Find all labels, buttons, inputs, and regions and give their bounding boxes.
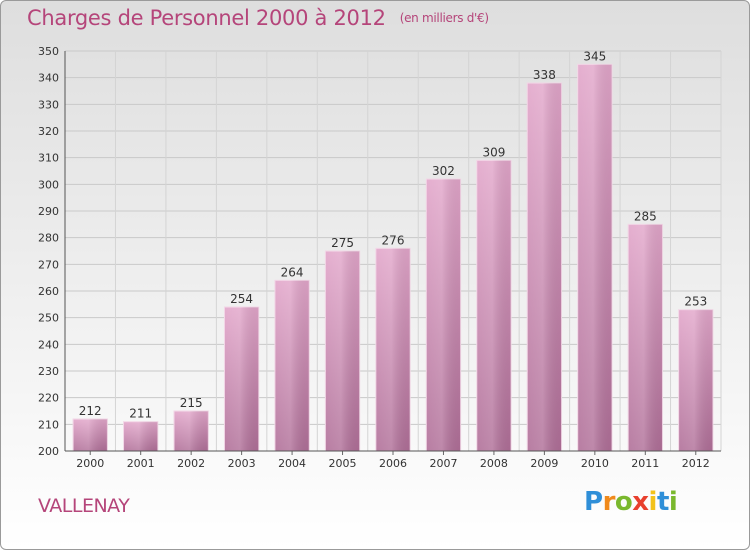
bar-shine-2012 (678, 309, 713, 451)
axes: 200 210 220 230 240 250 260 270 280 290 300 310 320 3… (38, 45, 721, 470)
bar-shine-2008 (476, 160, 512, 452)
bar-shine-2003 (224, 307, 259, 451)
data-label-2008: 309 (482, 145, 505, 159)
logo-letter: i (668, 487, 678, 517)
y-tick-label: 330 (38, 98, 59, 111)
logo-letter: i (648, 487, 658, 517)
y-tick-label: 270 (38, 258, 59, 271)
bar-shine-2005 (325, 251, 360, 451)
data-label-2004: 264 (281, 265, 304, 279)
bar-shine-2009 (527, 83, 562, 451)
data-label-2009: 338 (533, 68, 556, 82)
place-name: VALLENAY (38, 495, 130, 517)
x-tick-label-2008: 2008 (480, 457, 508, 470)
chart-title: Charges de Personnel 2000 à 2012 (en mill… (27, 6, 489, 30)
x-tick-label-2006: 2006 (379, 457, 407, 470)
x-tick-label-2005: 2005 (329, 457, 357, 470)
y-tick-label: 210 (38, 418, 59, 431)
y-tick-label: 260 (38, 285, 59, 298)
x-tick-label-2001: 2001 (127, 457, 155, 470)
y-tick-label: 300 (38, 178, 59, 191)
y-tick-label: 250 (38, 312, 59, 325)
data-label-2005: 275 (331, 236, 354, 250)
data-label-2002: 215 (180, 396, 203, 410)
logo-letter: t (656, 487, 669, 517)
logo-letter: r (602, 487, 616, 517)
y-tick-label: 310 (38, 152, 59, 165)
y-tick-label: 220 (38, 392, 59, 405)
y-tick-label: 240 (38, 338, 59, 351)
y-tick-label: 280 (38, 232, 59, 245)
logo-letter: o (614, 487, 633, 517)
logo-letter: P (584, 487, 603, 517)
bar-shine-2002 (173, 411, 209, 451)
x-tick-label-2011: 2011 (631, 457, 659, 470)
proxiti-logo: Proxiti (584, 487, 678, 517)
x-tick-label-2000: 2000 (76, 457, 104, 470)
logo-letter: x (632, 487, 649, 517)
bar-shine-2011 (628, 224, 663, 451)
bar-shine-2000 (73, 419, 108, 451)
y-tick-label: 340 (38, 72, 59, 85)
y-tick-label: 290 (38, 205, 59, 218)
data-label-2012: 253 (684, 295, 707, 309)
data-label-2010: 345 (583, 49, 606, 63)
chart-subtitle: (en milliers d'€) (399, 11, 489, 25)
data-label-2003: 254 (230, 292, 253, 306)
data-label-2006: 276 (382, 233, 405, 247)
bar-shine-2010 (577, 64, 613, 452)
x-tick-label-2009: 2009 (530, 457, 558, 470)
y-tick-label: 350 (38, 45, 59, 58)
bar-shine-2007 (426, 179, 461, 451)
y-tick-label: 230 (38, 365, 59, 378)
data-label-2000: 212 (79, 404, 102, 418)
x-tick-label-2012: 2012 (682, 457, 710, 470)
bar-shine-2004 (274, 280, 310, 451)
data-label-2007: 302 (432, 164, 455, 178)
x-tick-label-2002: 2002 (177, 457, 205, 470)
bars: 212 211 215 254 264 275 276 302 309 338 345 285 253 (72, 49, 714, 452)
x-tick-label-2003: 2003 (228, 457, 256, 470)
chart-title-text: Charges de Personnel 2000 à 2012 (27, 6, 386, 30)
y-tick-label: 200 (38, 445, 59, 458)
x-tick-label-2007: 2007 (429, 457, 457, 470)
bar-shine-2006 (375, 248, 411, 451)
x-tick-label-2010: 2010 (581, 457, 609, 470)
bar-shine-2001 (123, 421, 158, 451)
x-tick-label-2004: 2004 (278, 457, 306, 470)
data-label-2001: 211 (129, 407, 152, 421)
y-tick-label: 320 (38, 125, 59, 138)
data-label-2011: 285 (634, 209, 657, 223)
